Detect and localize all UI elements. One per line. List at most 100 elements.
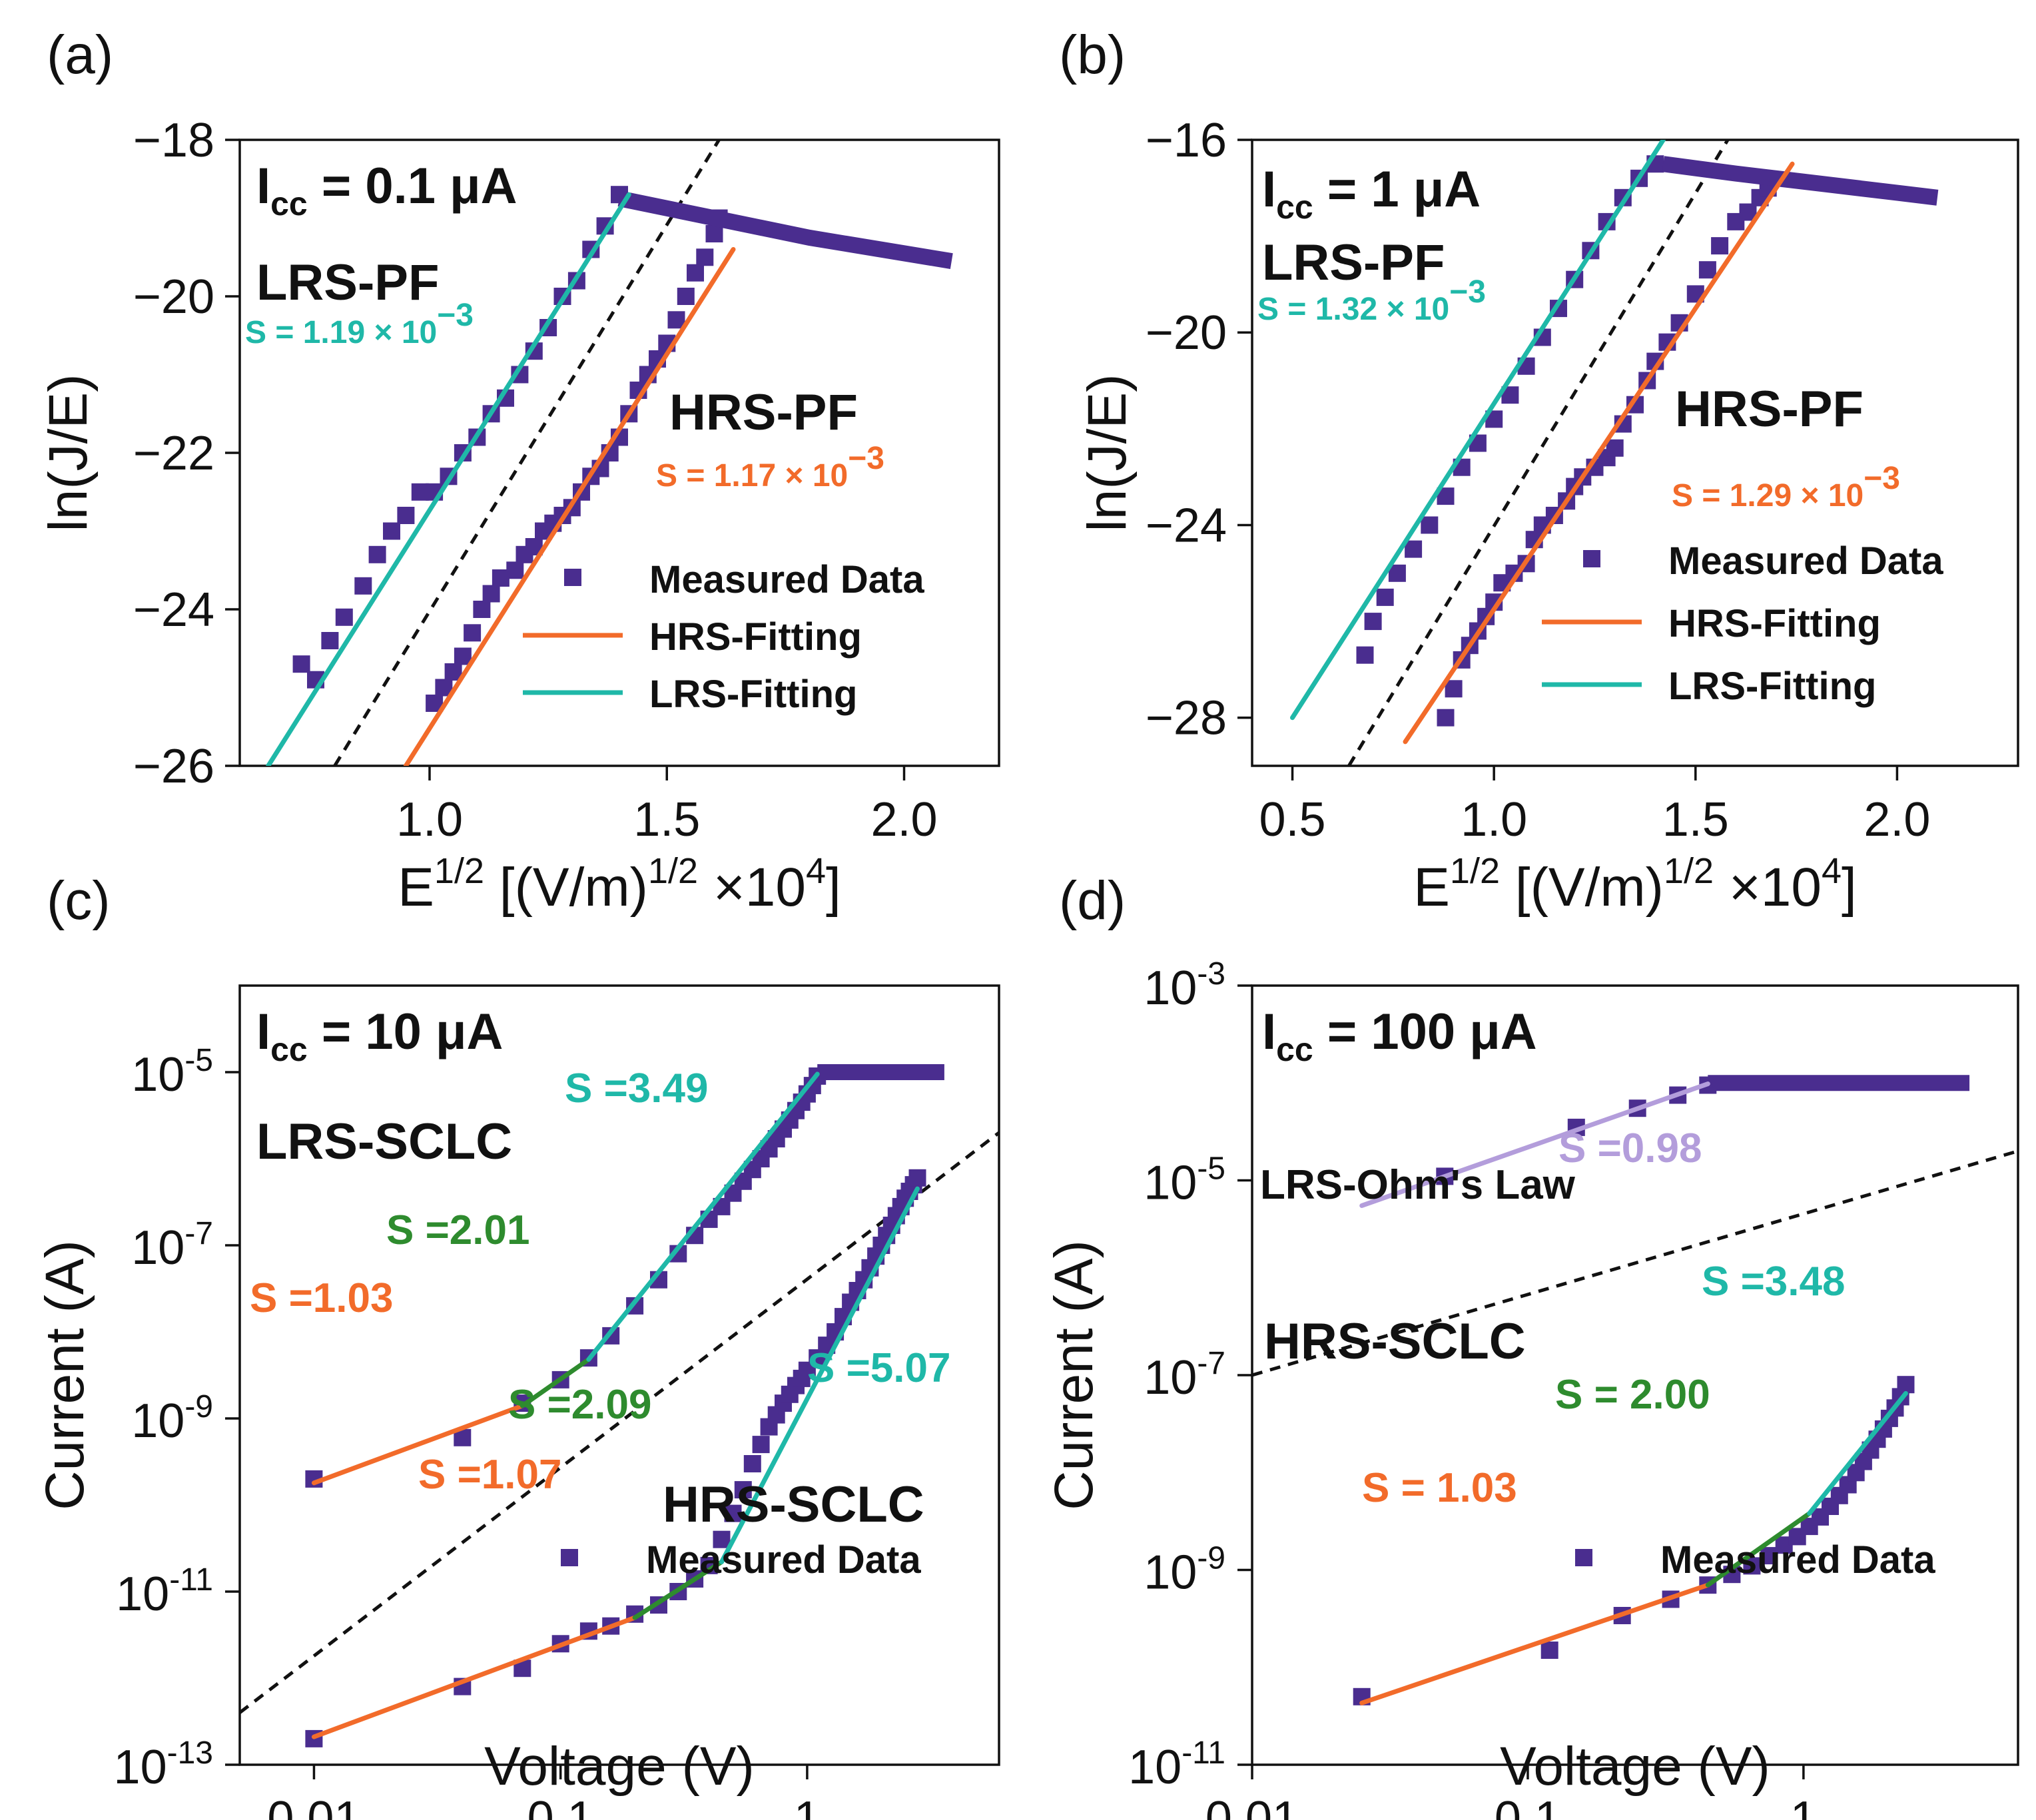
compliance-current-label: Icc = 10 μA [256,1004,503,1068]
y-tick-label: −26 [133,740,214,793]
measured-point [696,248,714,266]
panel-label: (b) [1059,25,1126,85]
slope-label: S = 1.03 [1362,1465,1517,1511]
x-axis-title: Voltage (V) [484,1736,755,1797]
fit-line [1359,1582,1710,1705]
region-label: LRS-Ohm's Law [1260,1162,1576,1208]
panel-a: (a) 1.0 1.5 2.0 −26 −24 −22 −20 −18 ln(J/E) E1/2 [… [38,25,1000,918]
x-tick-label: 0.01 [1205,1792,1299,1820]
y-axis-title: Current (A) [1044,1240,1104,1510]
slope-label: S = 1.19 × 10−3 [245,298,474,350]
y-tick-label: 10-9 [131,1389,213,1448]
slope-label: S = 1.29 × 10−3 [1672,461,1900,513]
measured-point [724,1504,742,1522]
x-axis-title: Voltage (V) [1500,1736,1770,1797]
measured-point [1364,613,1382,631]
panel-c: (c) 0.01 0.1 1 10-13 10-11 10-9 10-7 10-5 Current… [35,870,1000,1820]
y-tick-label: −20 [1146,306,1227,360]
y-tick-label: −18 [133,114,214,167]
legend-marker-measured [561,1549,578,1566]
measured-point [321,632,339,649]
measured-point [667,311,685,329]
legend-label: Measured Data [1668,539,1943,583]
measured-point [1698,261,1716,279]
region-label: LRS-SCLC [256,1113,512,1170]
panel-b: (b) 0.5 1.0 1.5 2.0 −28 −24 −20 −16 ln(J/E) E1/2 [… [1059,25,2019,918]
fit-line [1359,1081,1710,1208]
panel-label: (a) [47,25,113,85]
guide-dashed-line [1347,140,1730,766]
guide-dashed-line [240,1131,999,1714]
y-tick-label: 10-5 [1144,1151,1225,1210]
region-label: LRS-PF [1262,234,1445,291]
y-axis-title: Current (A) [35,1240,95,1510]
fit-line [719,1186,920,1564]
compliance-current-label: Icc = 1 μA [1262,161,1481,226]
fit-line [1705,1511,1812,1588]
region-label: HRS-PF [669,384,858,441]
y-tick-label: 10-11 [116,1562,213,1621]
y-tick-label: 10-13 [114,1735,213,1794]
measured-point [705,225,723,242]
legend-label: HRS-Fitting [1668,602,1881,645]
measured-point [1437,709,1455,727]
plot-frame [238,984,1000,1766]
slope-label: S = 1.32 × 10−3 [1257,274,1486,327]
measured-point [397,507,415,524]
measured-point [368,545,386,563]
data-layer [240,1064,999,1747]
fit-line [1290,140,1666,721]
measured-point [743,1455,761,1472]
slope-label: S =1.07 [418,1452,561,1498]
legend-label: HRS-Fitting [649,615,862,659]
measured-point [383,522,400,540]
fit-line [266,192,631,766]
y-tick-label: 10-9 [1144,1541,1225,1600]
plot-frame [238,139,1000,767]
measured-point [506,561,524,579]
x-tick-label: 1 [794,1792,821,1820]
measured-point [734,1481,752,1499]
x-tick-label: 1.0 [396,793,463,846]
slope-label: S =3.49 [565,1065,708,1111]
legend-label: Measured Data [649,558,924,601]
x-tick-label: 1 [1790,1792,1817,1820]
y-tick-label: 10-11 [1128,1735,1225,1794]
x-tick-label: 0.5 [1259,793,1325,846]
fit-line [632,1559,725,1620]
slope-label: S =3.48 [1702,1259,1845,1305]
legend-marker-measured [564,569,581,586]
measured-point [1405,540,1423,558]
data-layer [1252,1075,2018,1705]
x-axis-title: E1/2 [(V/m)1/2 ×104] [398,851,841,918]
fit-line [311,1403,525,1486]
slope-label: S = 1.17 × 10−3 [656,441,884,493]
x-tick-label: 0.1 [527,1792,594,1820]
x-tick-label: 0.01 [267,1792,360,1820]
slope-label: S = 2.00 [1555,1372,1710,1418]
measured-point [687,264,704,282]
y-tick-label: −24 [1146,499,1227,552]
measured-point [354,577,372,595]
measured-point [1376,588,1394,606]
region-label: HRS-PF [1675,381,1864,438]
fit-line [403,247,736,766]
measured-point [908,1169,926,1187]
y-tick-label: −20 [133,270,214,324]
panel-label: (c) [47,870,111,931]
fit-line [1403,161,1795,745]
x-tick-label: 1.5 [633,793,700,846]
fit-line [519,1357,591,1408]
legend-label: Measured Data [1660,1538,1935,1582]
region-label: HRS-SCLC [1264,1313,1526,1370]
region-label: HRS-SCLC [663,1476,924,1533]
compliance-current-label: Icc = 100 μA [1262,1004,1537,1068]
y-tick-label: 10-5 [131,1043,213,1101]
legend-label: LRS-Fitting [1668,665,1876,708]
measured-point [473,601,491,618]
data-layer [1290,140,1939,766]
data-layer [266,140,953,766]
y-tick-label: −28 [1146,692,1227,745]
x-tick-label: 1.5 [1662,793,1729,846]
